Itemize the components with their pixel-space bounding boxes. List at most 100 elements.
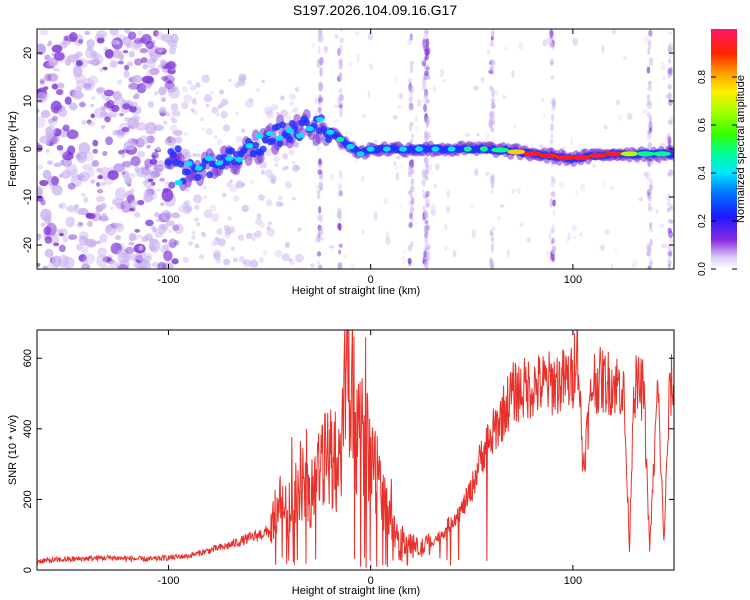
noise-speckle (318, 97, 324, 106)
noise-speckle (142, 180, 147, 186)
noise-speckle (666, 258, 672, 266)
noise-speckle (648, 206, 655, 212)
noise-speckle (490, 65, 494, 72)
noise-speckle (114, 222, 122, 229)
noise-speckle (74, 74, 87, 84)
noise-speckle (424, 65, 429, 71)
noise-speckle (667, 227, 672, 234)
noise-speckle (148, 236, 154, 242)
track-peak-max (526, 152, 539, 156)
noise-speckle (549, 228, 554, 234)
noise-speckle (83, 196, 89, 203)
track-peak (245, 143, 254, 149)
noise-speckle (128, 82, 138, 90)
noise-speckle (410, 133, 415, 140)
noise-speckle (281, 166, 287, 172)
noise-speckle (409, 158, 415, 169)
noise-speckle (137, 30, 143, 36)
noise-speckle (51, 176, 60, 186)
noise-speckle (338, 94, 344, 102)
noise-speckle (669, 66, 673, 77)
noise-speckle (610, 264, 614, 269)
noise-speckle (170, 103, 179, 112)
track-peak-max (591, 154, 604, 158)
noise-speckle (140, 57, 148, 64)
noise-speckle (310, 263, 315, 268)
noise-speckle (336, 206, 342, 213)
noise-speckle (56, 144, 64, 151)
noise-speckle (203, 195, 208, 200)
noise-speckle (425, 66, 430, 71)
noise-speckle (180, 101, 189, 110)
noise-speckle (669, 115, 674, 126)
noise-speckle (114, 234, 122, 240)
noise-speckle (196, 153, 201, 158)
noise-speckle (550, 175, 555, 183)
noise-speckle (424, 156, 429, 165)
noise-speckle (40, 77, 46, 82)
noise-speckle (489, 259, 494, 269)
noise-speckle (59, 159, 65, 166)
noise-speckle (96, 254, 108, 268)
noise-speckle (191, 230, 196, 235)
noise-speckle (78, 101, 86, 108)
noise-speckle (617, 114, 623, 122)
track-core (325, 136, 333, 144)
noise-speckle (552, 177, 556, 184)
noise-speckle (104, 48, 114, 59)
noise-speckle (39, 179, 49, 187)
noise-speckle (156, 188, 162, 192)
noise-speckle (174, 239, 180, 246)
noise-speckle (317, 168, 323, 175)
noise-speckle (90, 50, 98, 57)
noise-speckle (361, 175, 364, 183)
noise-speckle (256, 213, 262, 219)
noise-speckle (267, 221, 273, 226)
noise-speckle (133, 37, 144, 45)
noise-speckle (190, 84, 197, 91)
noise-speckle (646, 66, 651, 74)
noise-speckle (356, 53, 360, 63)
noise-speckle (136, 167, 148, 178)
noise-speckle (648, 228, 654, 233)
noise-speckle (499, 204, 505, 208)
noise-speckle (260, 170, 266, 175)
noise-speckle (85, 151, 94, 162)
noise-speckle (67, 145, 76, 155)
noise-speckle (489, 229, 493, 237)
track-core (252, 141, 260, 149)
noise-speckle (632, 259, 639, 266)
track-peak (431, 146, 440, 152)
noise-speckle (646, 131, 652, 141)
track-peak-max (558, 156, 571, 160)
noise-speckle (337, 249, 342, 255)
noise-speckle (668, 242, 673, 252)
noise-speckle (182, 205, 192, 215)
noise-speckle (46, 160, 54, 165)
noise-speckle (115, 223, 125, 233)
noise-speckle (97, 247, 107, 257)
noise-speckle (45, 125, 56, 138)
noise-speckle (168, 238, 177, 249)
track-peak (399, 146, 408, 152)
noise-speckle (87, 121, 96, 127)
noise-speckle (198, 254, 205, 260)
noise-speckle (546, 37, 553, 46)
noise-speckle (284, 181, 292, 189)
noise-speckle (665, 94, 672, 100)
noise-speckle (433, 183, 437, 189)
noise-speckle (550, 133, 554, 139)
noise-speckle (170, 137, 177, 143)
track-peak-max (574, 156, 587, 160)
noise-speckle (601, 181, 605, 188)
noise-speckle (420, 181, 426, 185)
noise-speckle (338, 243, 344, 248)
noise-speckle (490, 97, 495, 104)
noise-speckle (425, 98, 430, 104)
noise-speckle (666, 136, 671, 142)
noise-speckle (229, 184, 238, 193)
noise-speckle (155, 31, 164, 41)
noise-speckle (282, 153, 289, 160)
noise-speckle (155, 146, 161, 152)
noise-speckle (102, 150, 108, 157)
